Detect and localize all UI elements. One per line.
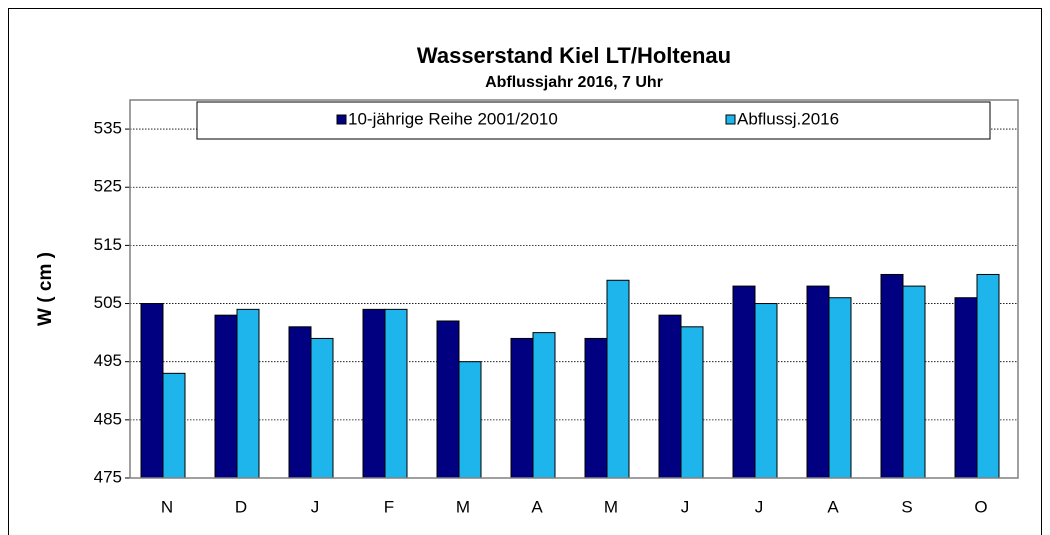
bar (902, 285, 926, 479)
legend-label: 10-jährige Reihe 2001/2010 (348, 109, 558, 128)
legend-box (196, 101, 991, 140)
bar (288, 326, 312, 479)
x-tick-label: J (311, 497, 320, 516)
x-tick-label: J (681, 497, 690, 516)
bar (754, 303, 778, 479)
legend-label: Abflussj.2016 (737, 109, 839, 128)
plot-border (129, 99, 1019, 479)
legend-swatch (725, 114, 736, 125)
y-tick-label: 525 (94, 177, 122, 196)
x-tick-label: N (161, 497, 173, 516)
chart-subtitle: Abflussjahr 2016, 7 Uhr (485, 74, 663, 91)
bar (384, 308, 408, 479)
x-tick-label: A (827, 497, 839, 516)
bar (458, 361, 482, 479)
x-tick-label: F (384, 497, 394, 516)
x-tick-label: D (235, 497, 247, 516)
bar (162, 372, 186, 479)
bar (584, 337, 608, 479)
x-tick-label: O (974, 497, 987, 516)
x-tick-label: A (531, 497, 543, 516)
bar (214, 314, 238, 479)
y-tick-label: 515 (94, 235, 122, 254)
y-tick-label: 495 (94, 351, 122, 370)
y-tick-label: 475 (94, 467, 122, 486)
x-tick-label: S (901, 497, 912, 516)
bar (310, 337, 334, 479)
bar (732, 285, 756, 479)
bar (828, 297, 852, 479)
bar (532, 332, 556, 479)
bar (606, 279, 630, 479)
y-tick-label: 535 (94, 119, 122, 138)
bar (880, 273, 904, 479)
legend-swatch (336, 114, 347, 125)
bar (236, 308, 260, 479)
bar (680, 326, 704, 479)
bar (510, 337, 534, 479)
x-tick-label: M (604, 497, 618, 516)
y-tick-label: 485 (94, 409, 122, 428)
y-tick-label: 505 (94, 293, 122, 312)
bar (806, 285, 830, 479)
chart-title: Wasserstand Kiel LT/Holtenau (417, 43, 731, 68)
bar (976, 273, 1000, 479)
bar (954, 297, 978, 479)
bar (658, 314, 682, 479)
x-tick-label: J (755, 497, 764, 516)
y-axis-title: W ( cm ) (35, 252, 56, 326)
x-tick-label: M (456, 497, 470, 516)
bar (362, 308, 386, 479)
bar (140, 303, 164, 479)
bar (436, 320, 460, 479)
